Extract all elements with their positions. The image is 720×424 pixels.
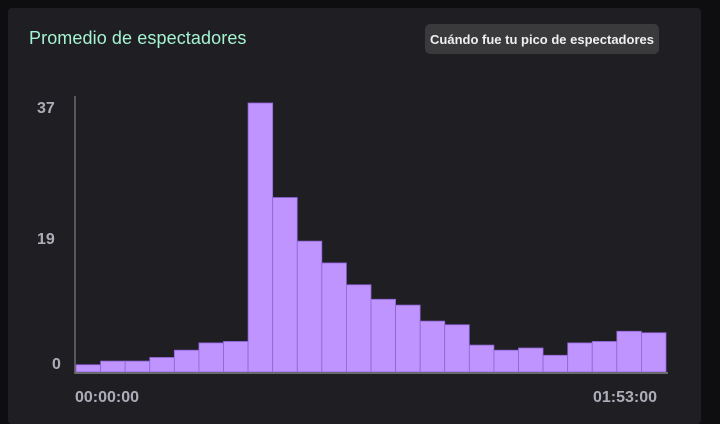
bar[interactable] [173, 349, 200, 373]
x-tick-start: 00:00:00 [75, 389, 139, 406]
bar[interactable] [149, 357, 175, 373]
y-tick-max: 37 [37, 100, 55, 117]
chart-title: Promedio de espectadores [29, 28, 247, 48]
bar[interactable] [616, 330, 642, 373]
bar[interactable] [641, 332, 667, 373]
bar[interactable] [198, 342, 224, 373]
bar[interactable] [419, 320, 446, 373]
bar[interactable] [567, 342, 593, 373]
bar[interactable] [493, 349, 519, 373]
bar[interactable] [444, 324, 470, 373]
bar[interactable] [370, 298, 396, 373]
bar[interactable] [321, 262, 347, 373]
bar[interactable] [542, 354, 569, 373]
y-tick-mid: 19 [37, 231, 55, 248]
bar[interactable] [468, 344, 495, 373]
bar[interactable] [124, 360, 151, 373]
bar[interactable] [346, 284, 372, 373]
bar[interactable] [75, 364, 101, 373]
bar[interactable] [247, 102, 274, 373]
peak-viewers-button[interactable]: Cuándo fue tu pico de espectadores [425, 24, 659, 54]
bar[interactable] [395, 304, 421, 373]
bar[interactable] [272, 197, 298, 373]
x-tick-end: 01:53:00 [593, 389, 657, 406]
y-tick-zero: 0 [52, 356, 61, 373]
bar[interactable] [296, 240, 323, 373]
bars-group [75, 102, 667, 373]
bar[interactable] [223, 341, 249, 373]
bar[interactable] [100, 360, 126, 373]
bar[interactable] [518, 347, 544, 373]
bar[interactable] [591, 341, 618, 373]
